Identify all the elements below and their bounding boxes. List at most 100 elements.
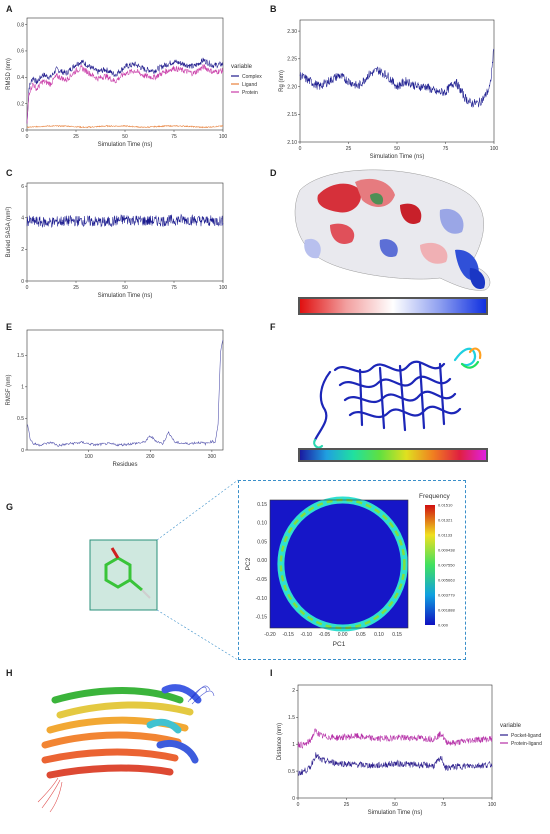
y-tick-label: 2 [292,688,295,694]
x-axis-label: PC1 [333,641,346,648]
x-tick-label: 0 [26,134,29,140]
x-tick-label: 0 [299,146,302,152]
y-tick-label: 2 [21,247,24,253]
chart-g: -0.20 -0.15 -0.10 -0.05 0.00 0.05 0.10 0.15 -0.1… [245,493,455,648]
x-tick-label: 200 [146,454,155,460]
x-axis-label: Simulation Time (ns) [370,154,425,160]
electrostatic-surface-image [294,169,491,291]
y-tick-label: 0.15 [257,502,267,508]
x-tick-label: 25 [346,146,352,152]
panel-label-c: C [6,168,13,178]
x-tick-label: 100 [84,454,93,460]
legend-entry: Protein [242,90,258,96]
series-line-protein-ligand [297,728,493,749]
y-tick-label: 1 [21,385,24,391]
series-line-trace [26,213,224,229]
protein-ribbon-image [313,347,482,449]
y-tick-label: 0 [21,128,24,134]
panel-label-i: I [270,668,273,678]
y-tick-label: 0.5 [17,416,24,422]
y-tick-label: 0.2 [17,101,24,107]
panel-label-b: B [270,4,277,14]
panel-label-d: D [270,168,277,178]
zoom-connector-lines [156,479,239,661]
y-tick-label: 0.00 [257,558,267,564]
x-axis-label: Simulation Time (ns) [98,142,153,148]
x-tick-label: -0.10 [301,632,313,638]
colorbar-tick-label: 0.01510 [438,503,453,508]
series-line-protein [26,64,224,124]
x-tick-label: -0.05 [319,632,331,638]
chart-c: 0 25 50 75 100 0 2 4 6 Simulation Time (ns) Buried… [6,182,227,299]
x-tick-label: 0.05 [356,632,366,638]
x-axis-label: Residues [112,462,137,468]
y-tick-label: 2.25 [287,57,297,63]
x-tick-label: 100 [219,134,228,140]
y-tick-label: 6 [21,184,24,190]
x-tick-label: 75 [441,802,447,808]
legend-entry: Pocket-ligand [511,733,542,739]
y-tick-label: 1.5 [288,715,295,721]
series-line-complex [26,57,224,124]
x-tick-label: 0.10 [374,632,384,638]
x-tick-label: 0.15 [392,632,402,638]
panel-label-h: H [6,668,13,678]
y-axis-label: RMSD (nm) [6,58,12,90]
series-line-ligand [26,124,224,129]
x-axis-label: Simulation Time (ns) [368,810,423,816]
ligand-structure-image [89,539,158,611]
colorbar-title: Frequency [419,493,450,500]
x-tick-label: 75 [171,134,177,140]
y-tick-label: 0.10 [257,521,267,527]
y-tick-label: 0.5 [288,769,295,775]
x-tick-label: -0.20 [264,632,276,638]
colorbar-tick-label: 0.005663 [438,578,455,583]
panel-label-g: G [6,502,14,512]
x-tick-label: 25 [73,285,79,291]
y-tick-label: -0.05 [256,577,268,583]
x-axis-label: Simulation Time (ns) [98,293,153,299]
chart-e: 100 200 300 0 0.5 1 1.5 Residues RMSF (nm) [6,329,224,468]
x-tick-label: 0.00 [338,632,348,638]
y-tick-label: 2.20 [287,84,297,90]
legend-title: variable [500,723,522,729]
x-tick-label: 50 [392,802,398,808]
ensemble-loops-image [37,685,215,813]
colorbar-tick-label: 0.003779 [438,593,455,598]
y-axis-label: Rg (nm) [279,70,285,92]
x-tick-label: -0.15 [282,632,294,638]
frequency-colorbar [425,505,435,625]
plot-frame [26,182,224,282]
x-tick-label: 50 [122,134,128,140]
panel-label-f: F [270,322,276,332]
x-tick-label: 100 [490,146,499,152]
chart-b: 0 25 50 75 100 2.10 2.15 2.20 2.25 2.30 Simulation… [279,19,499,160]
x-tick-label: 100 [488,802,497,808]
legend-entry: Complex [242,74,262,80]
ensemble-helices-image [41,684,202,779]
panel-label-a: A [6,4,13,14]
electrostatic-colorbar [298,297,488,315]
legend-entry: Ligand [242,82,257,88]
y-tick-label: 0 [21,448,24,454]
chart-a: 0 25 50 75 100 0 0.2 0.4 0.6 0.8 Simulation Time (… [6,17,262,148]
y-tick-label: -0.15 [256,615,268,621]
plot-frame [26,329,224,451]
y-axis-label: RMSF (nm) [6,375,12,406]
y-axis-label: Distance (nm) [277,723,283,760]
y-tick-label: 4 [21,216,24,222]
x-tick-label: 50 [394,146,400,152]
x-tick-label: 0 [26,285,29,291]
y-tick-label: -0.10 [256,596,268,602]
y-tick-label: 0 [292,796,295,802]
series-line-trace [299,48,495,108]
legend-entry: Protein-ligand [511,741,542,747]
series-line-trace [27,339,224,447]
rmsf-colorbar [298,448,488,462]
legend-title: variable [231,64,253,70]
y-tick-label: 2.30 [287,29,297,35]
chart-i: 0 25 50 75 100 0 0.5 1 1.5 2 Simulation Time (ns) D… [277,684,542,816]
plot-frame [269,499,409,629]
y-axis-label: Buried SASA (nm²) [6,207,12,258]
